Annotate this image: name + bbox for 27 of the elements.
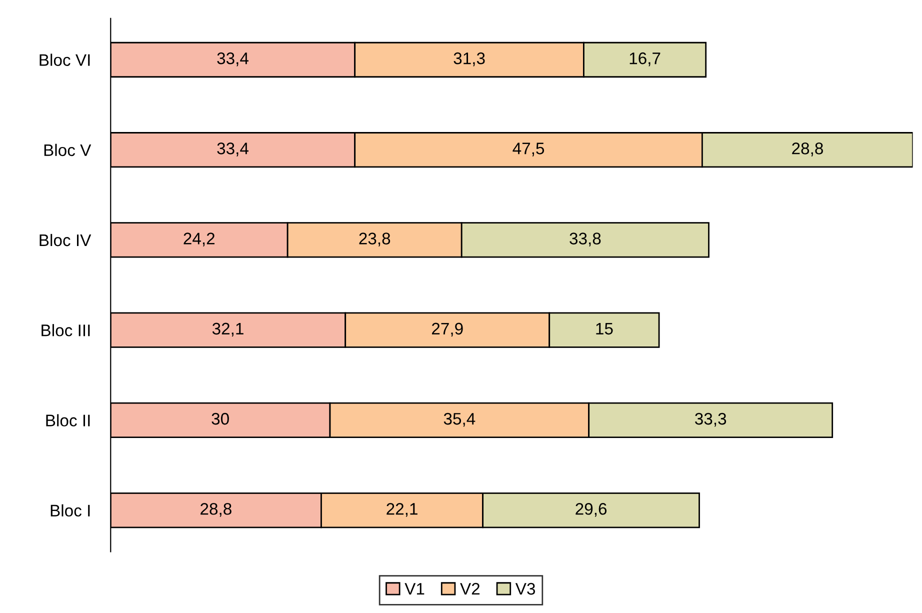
y-tick-label: Bloc III: [42, 324, 90, 336]
data-label: 28,8: [200, 503, 232, 517]
data-label: 33,8: [570, 232, 601, 246]
data-label: 29,6: [576, 503, 607, 517]
y-tick-label: Bloc II: [46, 414, 90, 426]
data-label: 33,4: [217, 142, 248, 156]
data-label: 35,4: [444, 412, 476, 427]
y-tick-label: Bloc VI: [40, 54, 90, 66]
legend-label: V2: [460, 582, 480, 595]
data-label: 33,4: [217, 52, 248, 66]
y-tick-label: Bloc IV: [40, 234, 92, 246]
data-label: 23,8: [359, 232, 390, 246]
y-tick-label: Bloc V: [44, 144, 92, 156]
legend-label: V1: [404, 583, 424, 595]
data-label: 24,2: [184, 232, 214, 246]
data-label: 32,1: [212, 322, 244, 337]
legend-label: V3: [515, 582, 536, 595]
data-label: 33,3: [695, 412, 726, 427]
data-label: 22,1: [386, 503, 418, 517]
data-label: 28,8: [792, 142, 823, 156]
y-tick-label: Bloc I: [50, 504, 90, 517]
data-label: 15: [596, 322, 613, 335]
data-label: 16,7: [630, 52, 660, 66]
data-label: 47,5: [512, 142, 544, 156]
data-label: 30: [212, 412, 229, 425]
data-label: 31,3: [454, 52, 485, 66]
data-label: 27,9: [432, 322, 463, 337]
